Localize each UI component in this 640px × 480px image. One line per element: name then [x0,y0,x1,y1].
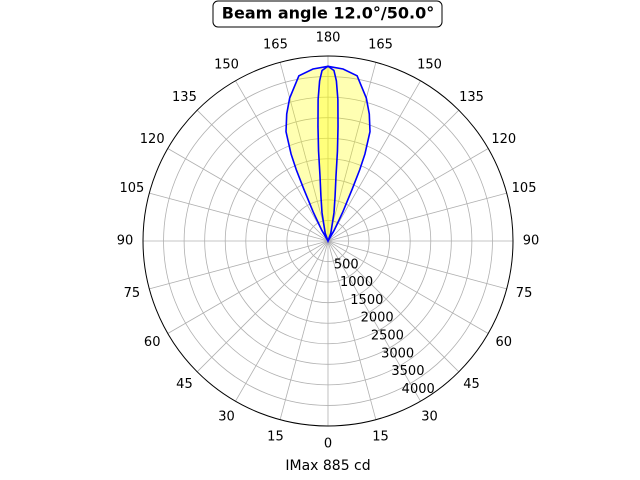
theta-tick-label: 150 [214,58,239,73]
beam-curve [317,65,339,244]
r-tick-label: 4000 [402,382,435,397]
grid-spoke [327,109,460,242]
grid-spoke [327,192,507,242]
theta-tick-label: 90 [117,234,134,249]
theta-tick-label: 45 [176,377,193,392]
theta-tick-label: 60 [144,335,161,350]
title-box [212,0,443,28]
grid-spoke [327,240,421,402]
theta-tick-label: 75 [516,286,533,301]
theta-tick-label: 90 [523,234,540,249]
theta-tick-label: 105 [120,181,145,196]
theta-tick-label: 135 [172,90,197,105]
grid-spoke [327,240,460,373]
theta-tick-label: 105 [512,181,537,196]
theta-tick-label: 60 [496,335,513,350]
grid-spoke [327,62,377,242]
grid-spoke [196,109,329,242]
r-tick-label: 1000 [340,275,373,290]
chart-title: Beam angle 12.0°/50.0° [222,4,434,23]
grid-spoke [235,240,329,402]
theta-tick-label: 120 [491,132,516,147]
r-tick-label: 2500 [371,329,404,344]
theta-tick-label: 45 [463,377,480,392]
grid-spoke [327,148,489,242]
grid-spoke [327,240,489,334]
theta-tick-label: 30 [421,409,438,424]
grid-spoke [149,192,329,242]
x-axis-label: IMax 885 cd [285,458,370,474]
r-tick-label: 2000 [361,311,394,326]
grid-spoke [279,62,329,242]
grid-spoke [327,80,421,242]
r-tick-label: 3000 [381,346,414,361]
theta-tick-label: 165 [263,37,288,52]
theta-tick-label: 15 [267,430,284,445]
theta-tick-label: 0 [324,437,332,452]
grid-spoke [149,240,329,290]
r-tick-label: 500 [334,257,359,272]
theta-tick-label: 30 [218,409,235,424]
outer-ring [142,55,514,427]
theta-tick-label: 120 [140,132,165,147]
grid-spoke [327,240,377,420]
grid-spoke [167,148,329,242]
theta-tick-label: 15 [372,430,389,445]
theta-tick-label: 150 [417,58,442,73]
theta-tick-label: 135 [459,90,484,105]
theta-tick-label: 75 [124,286,141,301]
grid-spoke [327,240,507,290]
grid-spoke [196,240,329,373]
grid-spoke [167,240,329,334]
r-tick-label: 1500 [350,293,383,308]
theta-tick-label: 180 [316,31,341,46]
grid-spoke [279,240,329,420]
r-tick-label: 3500 [391,364,424,379]
grid-spoke [235,80,329,242]
theta-tick-label: 165 [368,37,393,52]
